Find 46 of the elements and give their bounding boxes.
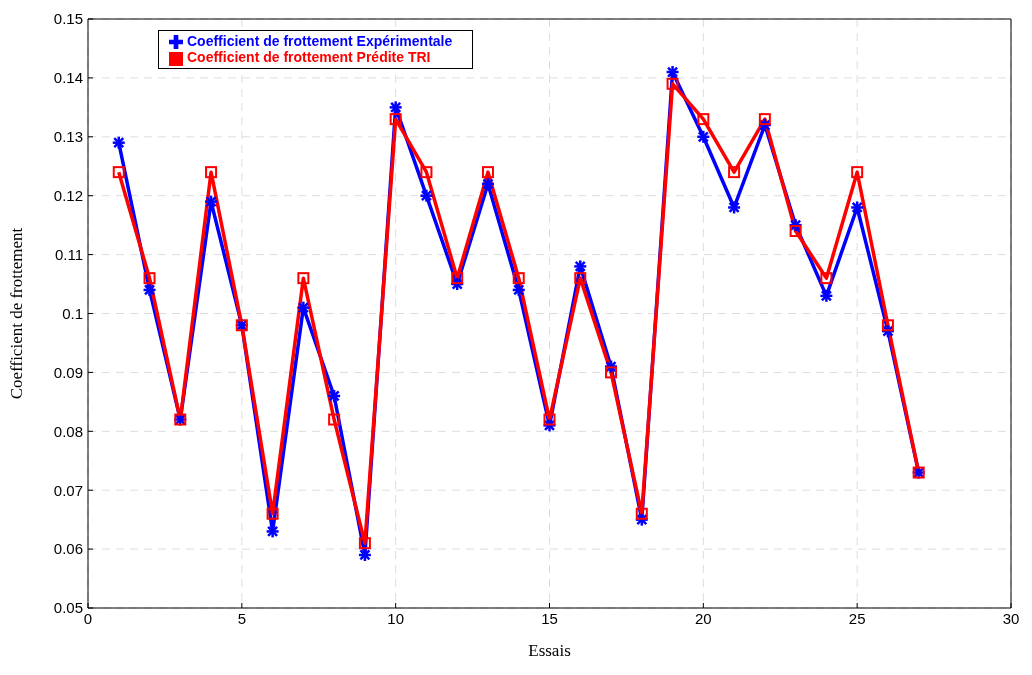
legend-label: Coefficient de frottement Prédite TRI: [187, 49, 431, 66]
y-tick-label: 0.1: [62, 304, 83, 322]
point: [328, 413, 341, 426]
point: [635, 507, 648, 520]
point: [143, 272, 156, 285]
x-tick-label: 30: [1002, 609, 1020, 627]
point: [451, 272, 464, 285]
x-tick-label: 0: [83, 609, 93, 627]
point: [758, 113, 771, 126]
point: [574, 272, 587, 285]
point: [297, 272, 310, 285]
y-tick-label: 0.06: [53, 540, 83, 558]
point: [112, 166, 125, 179]
x-tick-label: 5: [237, 609, 247, 627]
point: [543, 413, 556, 426]
point: [512, 272, 525, 285]
x-tick-label: 20: [694, 609, 712, 627]
legend-label: Coefficient de frottement Expérimentale: [187, 33, 453, 49]
point: [697, 113, 710, 126]
point: [820, 272, 833, 285]
point: [420, 166, 433, 179]
point: [205, 166, 218, 179]
y-tick-label: 0.14: [53, 69, 83, 87]
y-tick-label: 0.07: [53, 481, 83, 499]
y-tick-label: 0.08: [53, 422, 83, 440]
point: [389, 113, 402, 126]
y-axis-title: Coefficient de frottement: [7, 227, 27, 400]
x-tick-label: 15: [541, 609, 558, 627]
y-tick-label: 0.15: [53, 10, 83, 28]
point: [358, 537, 371, 550]
x-axis-title: Essais: [528, 641, 571, 660]
point: [266, 507, 279, 520]
y-tick-label: 0.09: [53, 363, 83, 381]
y-tick-label: 0.11: [54, 245, 83, 263]
point: [728, 166, 741, 179]
point: [851, 166, 864, 179]
point: [666, 77, 679, 90]
point: [605, 366, 618, 379]
x-tick-label: 10: [387, 609, 405, 627]
y-tick-label: 0.12: [53, 187, 83, 205]
y-tick-label: 0.13: [53, 128, 83, 146]
y-tick-label: 0.05: [53, 599, 83, 617]
point: [881, 319, 894, 332]
point: [481, 166, 494, 179]
point: [789, 225, 802, 238]
x-tick-label: 25: [848, 609, 866, 627]
